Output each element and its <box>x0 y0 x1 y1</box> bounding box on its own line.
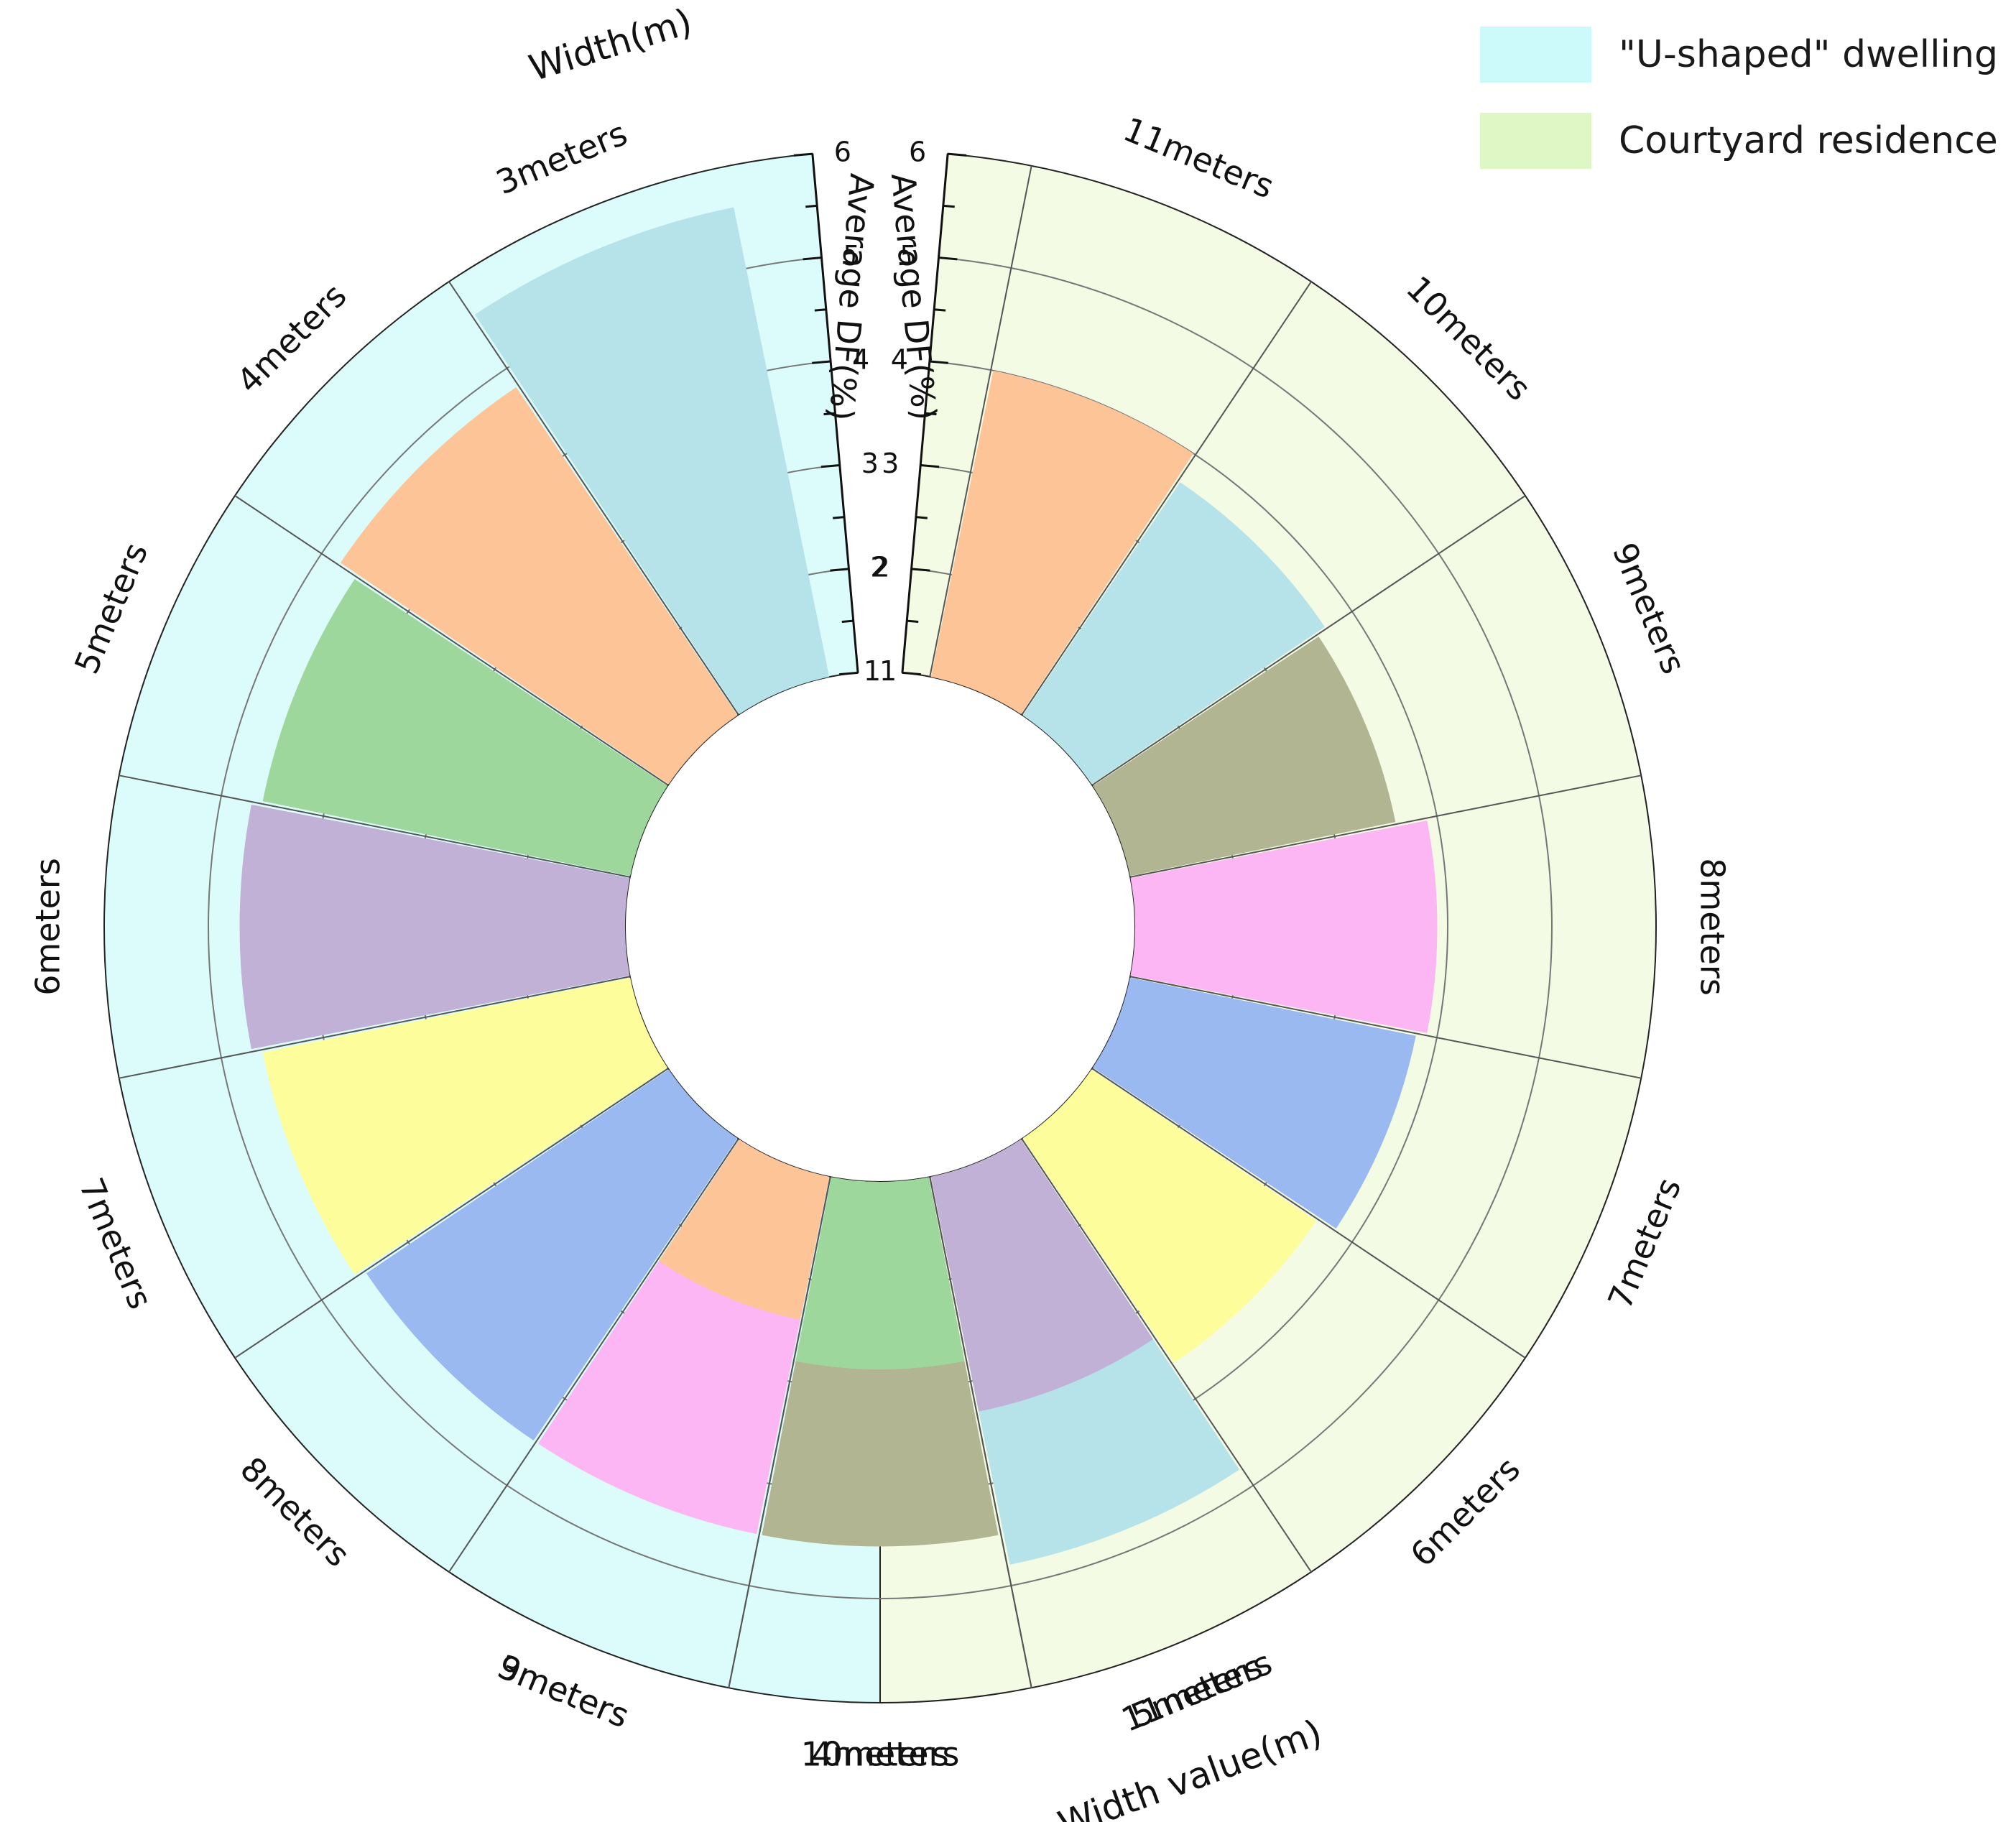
value-axis-tick <box>911 568 930 572</box>
value-tick-label: 4 <box>852 344 869 376</box>
bar-left-7meters <box>262 977 667 1275</box>
bar-right-10meters <box>1022 482 1325 785</box>
value-axis-tick <box>938 256 958 261</box>
value-axis-tick <box>833 516 845 519</box>
grid-radial <box>1091 495 1526 786</box>
bar-right-4meters <box>795 1177 965 1369</box>
value-axis-tick <box>943 204 955 208</box>
value-tick-label: 3 <box>882 448 899 479</box>
value-axis-line-left <box>811 153 859 673</box>
bar-right-5meters <box>930 1139 1154 1412</box>
grid-radial <box>1129 976 1642 1079</box>
value-axis-tick <box>830 568 849 572</box>
category-label-right: 11meters <box>1118 109 1280 205</box>
value-axis-tick <box>920 463 940 468</box>
value-axis-tick <box>812 360 831 364</box>
grid-radial <box>234 495 669 786</box>
category-title-left: Width(m) <box>524 1 697 90</box>
grid-radial <box>1091 1068 1526 1359</box>
grid-radial <box>119 774 631 878</box>
category-label-right: 4meters <box>811 1735 949 1774</box>
value-axis-tick <box>839 671 859 676</box>
category-label-right: 3meters <box>493 1647 635 1735</box>
value-tick-label: 5 <box>843 240 860 272</box>
bar-right-3meters <box>659 1139 830 1320</box>
grid-radial <box>929 165 1032 678</box>
category-label-left: 7meters <box>72 1173 160 1315</box>
grid-radial <box>929 1176 1032 1688</box>
value-axis-tick <box>803 256 822 261</box>
legend-item-u-shaped: "U-shaped" dwelling <box>1480 14 2005 95</box>
bar-left-6meters <box>239 804 630 1050</box>
value-tick-label: 1 <box>879 655 897 687</box>
bar-right-6meters <box>1022 1069 1316 1363</box>
grid-radial <box>1021 281 1312 716</box>
legend-swatch-u-shaped <box>1480 27 1591 83</box>
value-tick-label: 2 <box>870 551 887 583</box>
legend: "U-shaped" dwelling Courtyard residence <box>1480 14 2005 187</box>
value-tick-label: 6 <box>834 137 851 168</box>
legend-label-courtyard: Courtyard residence <box>1619 119 1998 162</box>
value-axis-tick <box>929 360 948 364</box>
bar-right-11meters <box>930 370 1194 714</box>
bars <box>239 207 1438 1565</box>
category-label-right: 7meters <box>1600 1173 1688 1315</box>
legend-swatch-courtyard <box>1480 113 1591 169</box>
value-tick-label: 5 <box>900 240 917 272</box>
bar-right-7meters <box>1093 977 1416 1229</box>
category-label-left: 3meters <box>491 114 633 202</box>
legend-item-courtyard: Courtyard residence <box>1480 101 2005 181</box>
value-tick-label: 4 <box>891 344 908 376</box>
value-axis-tick <box>925 412 937 416</box>
value-axis-tick <box>820 463 840 468</box>
category-label-left: 6meters <box>29 858 68 996</box>
grid-radial <box>448 281 739 716</box>
value-tick-label: 6 <box>909 137 926 168</box>
value-axis-tick <box>805 204 818 208</box>
category-label-right: 9meters <box>1605 537 1693 680</box>
value-tick-label: 2 <box>872 551 889 583</box>
grid-radial <box>1129 774 1642 878</box>
grid-radial <box>448 1138 739 1573</box>
bar-left-3meters <box>474 207 830 714</box>
value-axis-title-right: Average DF(%) <box>821 172 882 422</box>
grid-radial <box>1021 1138 1312 1573</box>
value-tick-label: 1 <box>864 655 881 687</box>
bar-right-9meters <box>1093 636 1396 877</box>
category-label-right: 5meters <box>1126 1647 1268 1735</box>
value-axis-tick <box>915 516 928 519</box>
value-axis-tick <box>947 152 967 157</box>
value-axis-tick <box>902 671 921 676</box>
value-axis-tick <box>823 412 836 416</box>
bar-left-5meters <box>262 578 667 877</box>
category-label-left: 10meters <box>801 1735 960 1774</box>
grid-radial <box>728 1176 831 1688</box>
value-axis-line-right <box>901 153 949 673</box>
grid-radial <box>234 1068 669 1359</box>
legend-label-u-shaped: "U-shaped" dwelling <box>1619 33 1998 76</box>
category-label-left: 5meters <box>67 537 155 680</box>
category-label-right: 8meters <box>1693 858 1732 996</box>
value-axis-tick <box>793 152 813 157</box>
bar-left-4meters <box>340 387 738 785</box>
category-title-right: Width value(m) <box>1053 1711 1327 1822</box>
grid-radial <box>119 976 631 1079</box>
bar-right-8meters <box>1130 820 1438 1033</box>
grid-arc <box>879 256 1553 1599</box>
value-tick-label: 3 <box>861 448 879 479</box>
bar-left-8meters <box>366 1069 738 1441</box>
